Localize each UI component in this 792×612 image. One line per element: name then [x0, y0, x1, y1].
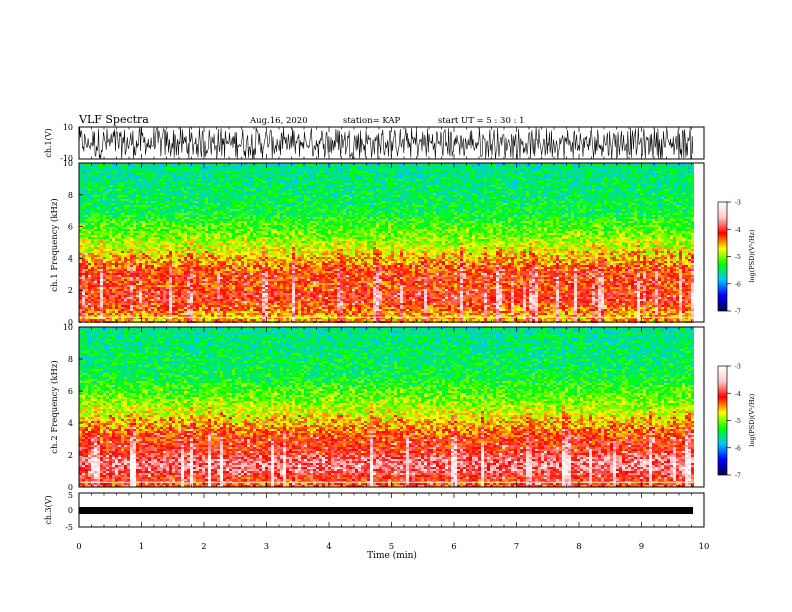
ch1-ytick-10: 10 — [63, 123, 73, 132]
ch1-spec-ytick-8: 8 — [68, 191, 73, 200]
ch2-spec-ytick-6: 6 — [68, 387, 73, 396]
vlf-figure: VLF Spectra Aug.16, 2020 station= KAP st… — [0, 0, 792, 612]
colorbar-ch2-tick--3: -3 — [735, 364, 741, 371]
spectrogram-ch2-ylabel: ch.2 Frequency (kHz) — [49, 360, 60, 453]
colorbar-ch1-tick--5: -5 — [735, 254, 741, 261]
x-tick-3: 3 — [264, 542, 269, 552]
ch3-ytick-5: 5 — [68, 491, 73, 500]
ch2-spec-ytick-2: 2 — [68, 451, 73, 460]
colorbar-ch1-gradient — [718, 202, 727, 311]
x-tick-2: 2 — [201, 542, 206, 552]
ch3-ytick-minus5: -5 — [65, 523, 73, 532]
colorbar-ch2-tick--7: -7 — [735, 473, 741, 480]
colorbar-ch2-tick--6: -6 — [735, 445, 741, 452]
ch2-spec-ytick-10: 10 — [63, 323, 73, 332]
x-tick-9: 9 — [639, 542, 644, 552]
ch1-spec-ytick-4: 4 — [68, 254, 73, 263]
x-tick-6: 6 — [451, 542, 456, 552]
colorbar-ch1-tick--6: -6 — [735, 281, 741, 288]
x-tick-10: 10 — [699, 542, 710, 552]
colorbar-ch1-tick--7: -7 — [735, 309, 741, 316]
x-tick-4: 4 — [326, 542, 331, 552]
x-tick-8: 8 — [576, 542, 581, 552]
ch2-spec-ytick-4: 4 — [68, 419, 73, 428]
x-axis-label: Time (min) — [367, 550, 417, 561]
waveform-ch1-panel: 10 -10 ch.1(V) — [44, 123, 704, 163]
colorbar-ch1-tick--4: -4 — [735, 227, 741, 234]
ch1-spec-ytick-6: 6 — [68, 223, 73, 232]
colorbar-ch2-tick--4: -4 — [735, 391, 741, 398]
colorbar-ch2-label: log(PSD)(V²/Hz) — [748, 393, 756, 446]
figure-title: VLF Spectra — [78, 113, 149, 126]
ch1-waveform-ylabel: ch.1(V) — [44, 128, 53, 157]
colorbar-ch2-gradient — [718, 366, 727, 475]
ch2-spec-ytick-8: 8 — [68, 355, 73, 364]
colorbar-ch2: -3 -4 -5 -6 -7 log(PSD)(V²/Hz) — [718, 364, 756, 480]
waveform-ch3-panel: 5 0 -5 ch.3(V) 0 1 2 3 4 5 6 7 8 9 10 Time (min) — [44, 491, 709, 561]
colorbar-ch1: -3 -4 -5 -6 -7 log(PSD)(V²/Hz) — [718, 200, 756, 316]
spectrogram-ch1-cells — [79, 163, 694, 323]
ch1-waveform-trace — [79, 127, 693, 159]
ch1-spec-ytick-2: 2 — [68, 286, 73, 295]
colorbar-ch1-label: log(PSD)(V²/Hz) — [748, 229, 756, 282]
start-time-label: start UT = 5 : 30 : 1 — [438, 116, 525, 126]
ch3-ytick-0: 0 — [68, 506, 73, 515]
x-tick-1: 1 — [139, 542, 144, 552]
ch3-waveform-ylabel: ch.3(V) — [44, 495, 53, 524]
ch1-spec-ytick-10: 10 — [63, 159, 73, 168]
station-label: station= KAP — [343, 116, 401, 126]
spectrogram-ch1-ylabel: ch.1 Frequency (kHz) — [49, 198, 60, 291]
spectrogram-ch2-cells — [79, 327, 694, 487]
colorbar-ch1-tick--3: -3 — [735, 200, 741, 207]
colorbar-ch2-tick--5: -5 — [735, 418, 741, 425]
date-label: Aug.16, 2020 — [249, 116, 308, 126]
x-tick-7: 7 — [514, 542, 519, 552]
x-tick-0: 0 — [76, 542, 81, 552]
